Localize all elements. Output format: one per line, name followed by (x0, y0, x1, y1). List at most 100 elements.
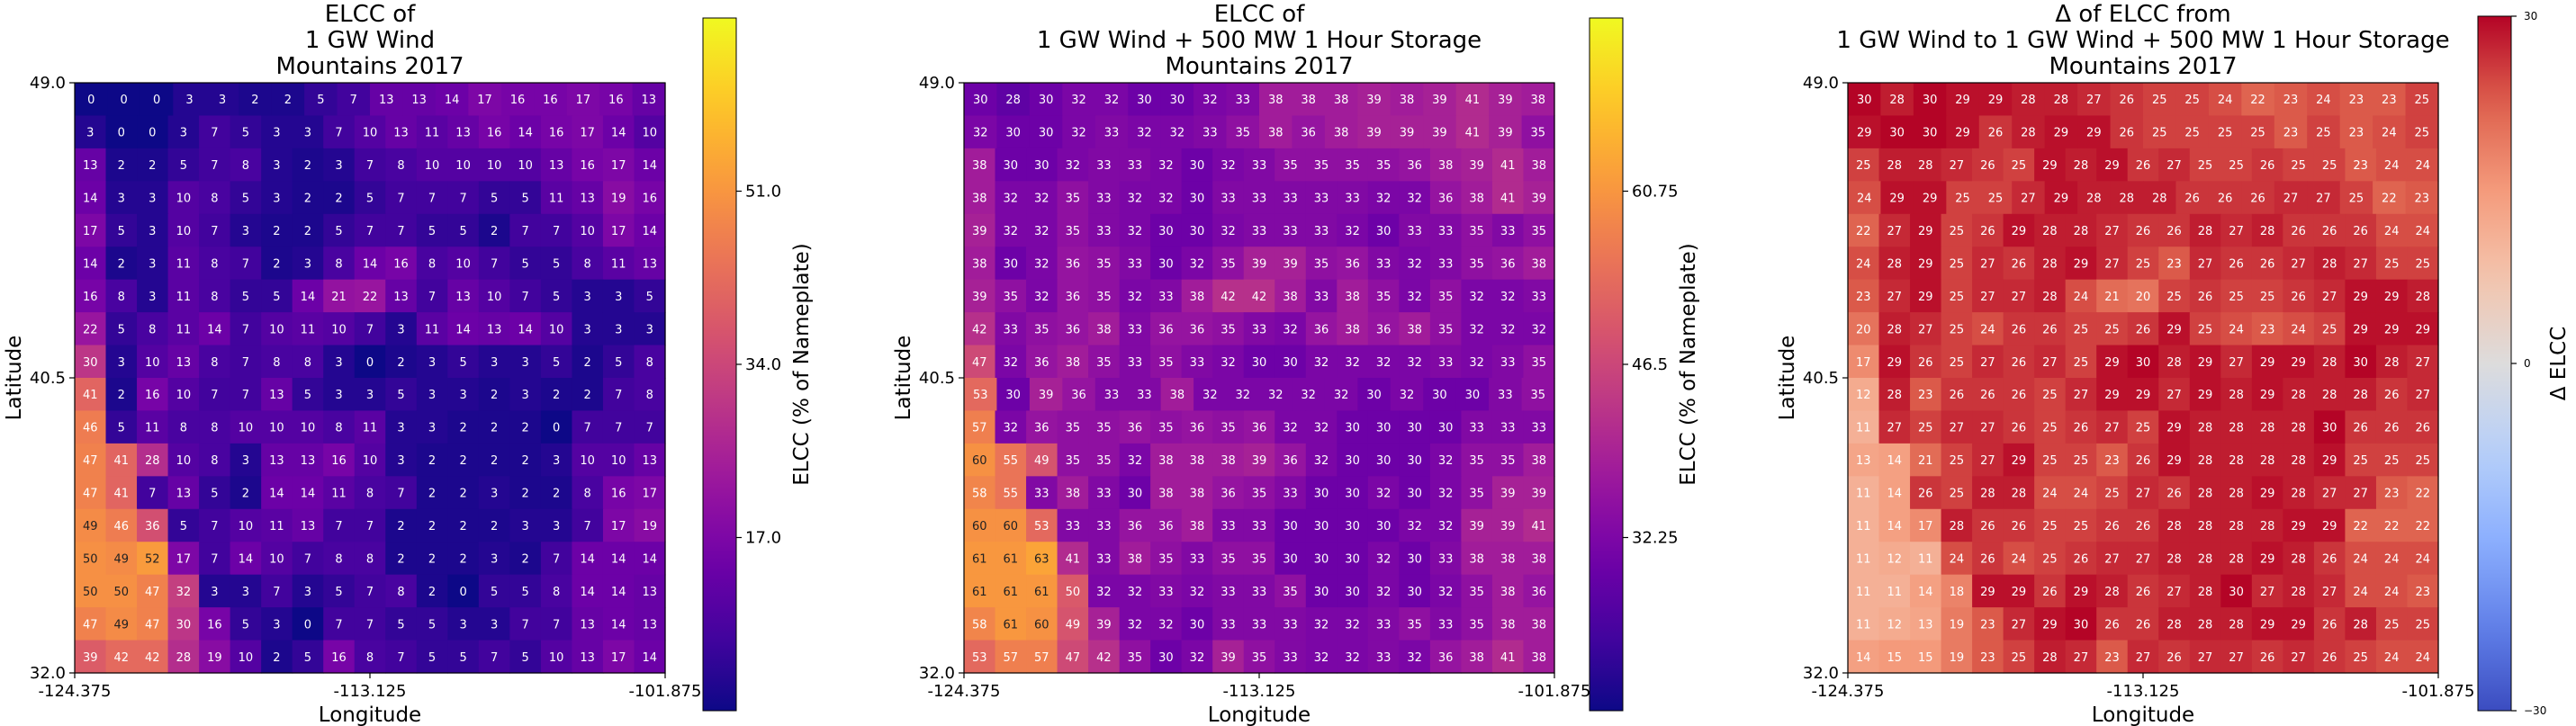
cell-value-label: 24 (2353, 586, 2368, 599)
cell-value-label: 7 (553, 552, 560, 566)
heatmap-cell (2158, 213, 2191, 247)
heatmap-cell (1337, 312, 1369, 346)
cell-value-label: 36 (1158, 323, 1174, 336)
cell-value-label: 33 (1438, 552, 1454, 566)
heatmap-cell (1910, 443, 1942, 477)
colorbar-tick-label: 17.0 (745, 529, 781, 548)
cell-value-label: 2 (491, 422, 498, 435)
cell-value-label: 42 (972, 323, 987, 336)
cell-value-label: 33 (1438, 225, 1454, 238)
cell-value-label: 2 (242, 488, 249, 501)
cell-value-label: 25 (2291, 159, 2306, 173)
heatmap-cell (2251, 213, 2283, 247)
heatmap-cell (2158, 279, 2191, 313)
cell-value-label: 28 (2074, 225, 2089, 238)
heatmap-cell (354, 378, 386, 412)
heatmap-cell (1212, 542, 1245, 576)
cell-value-label: 32 (1438, 586, 1454, 599)
heatmap-cell (1181, 181, 1213, 215)
cell-value-label: 32 (1220, 159, 1236, 173)
heatmap-cell (2407, 443, 2439, 477)
cell-value-label: 27 (1980, 291, 1995, 304)
cell-value-label: 32 (1407, 651, 1422, 665)
heatmap-cell (572, 508, 604, 542)
cell-value-label: 3 (553, 454, 560, 468)
cell-value-label: 60 (972, 454, 987, 468)
heatmap-cell (2158, 476, 2191, 510)
heatmap-cell (2003, 246, 2035, 281)
heatmap-cell (323, 148, 356, 182)
x-tick-label: -124.375 (39, 682, 112, 701)
heatmap-cell (1150, 508, 1183, 542)
heatmap-cell (1367, 148, 1400, 182)
heatmap-cell (2034, 476, 2067, 510)
cell-value-label: 3 (273, 159, 280, 173)
heatmap-cell (1057, 574, 1089, 608)
heatmap-cell (1305, 607, 1338, 641)
cell-value-label: 11 (145, 422, 160, 435)
cell-value-label: 33 (1314, 193, 1329, 206)
heatmap-cell (416, 148, 448, 182)
heatmap-cell (540, 181, 573, 215)
heatmap-cell (2375, 378, 2409, 412)
heatmap-cell (2034, 607, 2067, 641)
heatmap-cell (1259, 115, 1293, 149)
cell-value-label: 26 (1980, 159, 1995, 173)
cell-value-label: 39 (1220, 651, 1236, 665)
cell-value-label: 33 (1438, 356, 1454, 370)
cell-value-label: 0 (366, 356, 374, 370)
heatmap-cell (1399, 181, 1431, 215)
heatmap-cell (1523, 476, 1555, 510)
heatmap-cell (1521, 115, 1555, 149)
heatmap-cell (230, 508, 262, 542)
cell-value-label: 30 (1158, 651, 1174, 665)
cell-value-label: 46 (114, 520, 130, 533)
cell-value-label: 2 (553, 389, 560, 402)
cell-value-label: 33 (1283, 618, 1298, 632)
heatmap-cell (2189, 607, 2221, 641)
cell-value-label: 35 (1158, 356, 1174, 370)
heatmap-cell (540, 345, 573, 379)
heatmap-cell (964, 607, 996, 641)
cell-value-label: 8 (211, 193, 218, 206)
heatmap-cell (2127, 378, 2159, 412)
cell-value-label: 7 (397, 651, 404, 665)
cell-value-label: 41 (114, 488, 130, 501)
heatmap-cell (2012, 115, 2046, 149)
heatmap-cell (2034, 312, 2067, 346)
heatmap-cell (323, 345, 356, 379)
heatmap-cell (478, 476, 510, 510)
cell-value-label: 3 (428, 389, 436, 402)
heatmap-cell (2077, 83, 2112, 117)
heatmap-cell (261, 607, 293, 641)
heatmap-cell (1212, 148, 1245, 182)
heatmap-cell (1946, 83, 1980, 117)
heatmap-cell (2339, 83, 2373, 117)
heatmap-cell (1489, 378, 1523, 412)
cell-value-label: 58 (972, 618, 987, 632)
cell-value-label: 33 (1128, 356, 1143, 370)
cell-value-label: 25 (2166, 291, 2182, 304)
heatmap-cell (995, 181, 1027, 215)
heatmap-cell (1057, 181, 1089, 215)
cell-value-label: 29 (2086, 127, 2102, 140)
heatmap-cell (1088, 410, 1121, 444)
cell-value-label: 33 (1376, 257, 1392, 271)
cell-value-label: 38 (1407, 323, 1422, 336)
cell-value-label: 24 (2229, 323, 2244, 336)
heatmap-cell (2034, 508, 2067, 542)
cell-value-label: 23 (2104, 651, 2120, 665)
heatmap-cell (75, 83, 109, 117)
heatmap-cell (2158, 345, 2191, 379)
cell-value-label: 38 (1268, 94, 1283, 107)
heatmap-cell (1274, 443, 1307, 477)
cell-value-label: 29 (1889, 193, 1905, 206)
heatmap-cell (478, 410, 510, 444)
heatmap-cell (2339, 115, 2373, 149)
cell-value-label: 32 (1170, 127, 1185, 140)
cell-value-label: 3 (397, 454, 404, 468)
cell-value-label: 33 (1252, 193, 1267, 206)
heatmap-cell (1429, 279, 1463, 313)
cell-value-label: 15 (1887, 651, 1903, 665)
